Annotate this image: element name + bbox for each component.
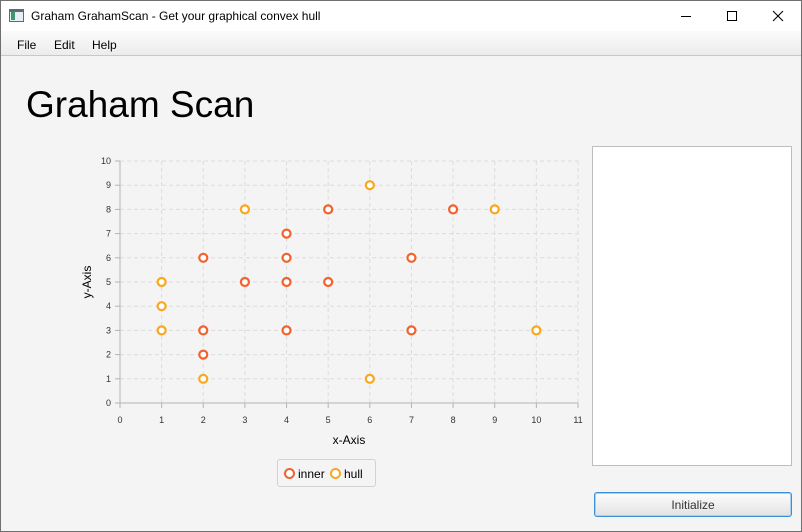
minimize-icon	[681, 15, 691, 17]
y-tick-label: 9	[106, 180, 111, 190]
x-tick-label: 6	[367, 415, 372, 425]
menu-help[interactable]: Help	[92, 38, 117, 52]
data-point-hull	[364, 373, 375, 384]
y-tick-label: 3	[106, 325, 111, 335]
maximize-icon	[727, 11, 737, 21]
page-title: Graham Scan	[26, 84, 255, 125]
x-tick-label: 1	[159, 415, 164, 425]
y-tick-label: 5	[106, 277, 111, 287]
x-tick-label: 10	[531, 415, 541, 425]
data-point-hull	[198, 373, 209, 384]
legend-inner-marker	[284, 468, 295, 479]
y-tick-label: 1	[106, 374, 111, 384]
menu-file[interactable]: File	[17, 38, 37, 52]
initialize-button[interactable]: Initialize	[594, 492, 792, 517]
data-point-inner	[198, 325, 209, 336]
close-button[interactable]	[755, 1, 801, 31]
minimize-button[interactable]	[663, 1, 709, 31]
data-point-hull	[156, 301, 167, 312]
y-tick-label: 7	[106, 229, 111, 239]
data-point-inner	[447, 204, 459, 215]
y-tick-label: 10	[101, 156, 111, 166]
y-tick-label: 6	[106, 253, 111, 263]
chart-legend: inner hull	[277, 459, 376, 487]
x-tick-label: 11	[573, 415, 582, 425]
title-bar: Graham GrahamScan - Get your graphical c…	[1, 1, 801, 31]
window-title: Graham GrahamScan - Get your graphical c…	[31, 9, 321, 23]
close-icon	[772, 10, 784, 22]
data-point-hull	[489, 204, 500, 215]
data-point-hull	[364, 180, 375, 191]
data-point-inner	[198, 349, 209, 360]
x-tick-label: 4	[284, 415, 289, 425]
legend-inner-label: inner	[298, 467, 325, 481]
data-point-hull	[156, 276, 167, 288]
data-point-inner	[406, 252, 417, 263]
chart-points	[156, 180, 542, 384]
data-point-inner	[323, 204, 334, 215]
maximize-button[interactable]	[709, 1, 755, 31]
y-tick-label: 2	[106, 350, 111, 360]
x-tick-label: 3	[242, 415, 247, 425]
data-point-inner	[323, 276, 334, 288]
data-point-inner	[239, 276, 251, 288]
app-icon	[9, 9, 24, 22]
data-point-inner	[406, 325, 417, 336]
x-axis-label: x-Axis	[333, 433, 366, 447]
data-point-inner	[281, 228, 292, 239]
data-point-inner	[281, 325, 292, 336]
y-tick-label: 8	[106, 204, 111, 214]
x-tick-label: 5	[326, 415, 331, 425]
menu-bar: File Edit Help	[1, 31, 801, 56]
y-axis-label: y-Axis	[80, 266, 94, 299]
x-tick-label: 9	[492, 415, 497, 425]
plot-area	[120, 161, 578, 403]
legend-hull-label: hull	[344, 467, 363, 481]
x-tick-label: 8	[451, 415, 456, 425]
data-point-inner	[281, 252, 292, 263]
x-tick-label: 7	[409, 415, 414, 425]
chart-axes: 0 1 2 3 4 5 6 7 8 9 10 11 0 1 2 3 4 5 6 7 8 9 10	[101, 156, 583, 425]
data-point-inner	[281, 276, 292, 288]
data-point-hull	[531, 325, 542, 336]
output-text-area[interactable]	[592, 146, 792, 466]
y-tick-label: 4	[106, 301, 111, 311]
legend-hull-marker	[330, 468, 341, 479]
data-point-inner	[198, 252, 209, 263]
chart-grid	[119, 160, 579, 404]
data-point-hull	[239, 204, 251, 215]
data-point-hull	[156, 325, 167, 336]
menu-edit[interactable]: Edit	[54, 38, 75, 52]
y-tick-label: 0	[106, 398, 111, 408]
x-tick-label: 2	[201, 415, 206, 425]
x-tick-label: 0	[117, 415, 122, 425]
